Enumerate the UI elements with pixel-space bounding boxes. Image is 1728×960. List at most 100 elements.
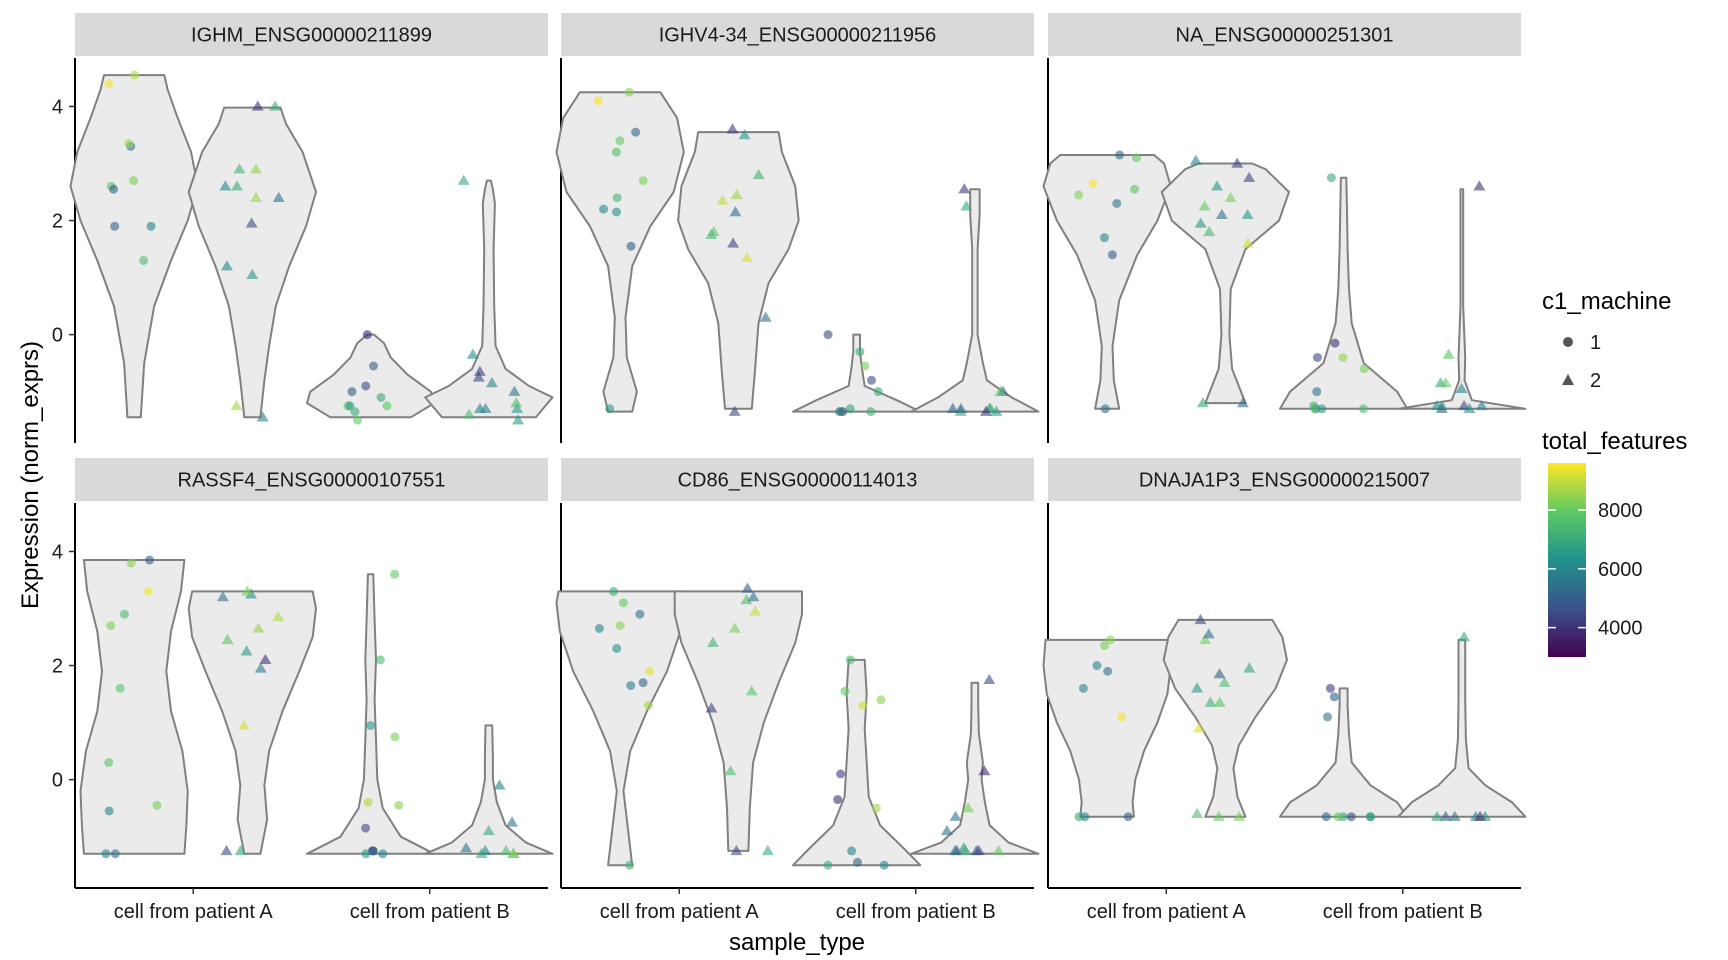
point-triangle [1213,696,1226,707]
point-triangle [1241,237,1254,248]
point-triangle [1439,377,1452,388]
colorbar-tick-label: 8000 [1598,500,1643,522]
point-triangle [705,702,718,713]
point-triangle [251,100,264,111]
point-triangle [230,399,243,411]
point-circle [823,860,833,870]
facet-panel: IGHV4-34_ENSG00000211956 [555,13,1040,443]
point-triangle [482,824,495,836]
point-circle [1099,641,1109,651]
point-circle [129,176,139,186]
violin [1162,618,1288,818]
point-triangle [245,217,258,228]
point-triangle [1189,154,1202,165]
point-circle [1123,812,1133,822]
violin [1160,162,1290,405]
point-circle [368,846,378,856]
point-triangle [738,129,751,140]
point-triangle [457,174,470,185]
point-circle [375,655,385,665]
point-triangle [747,591,760,602]
point-circle [104,806,114,816]
point-circle [366,720,376,730]
point-circle [1330,338,1340,348]
point-triangle [959,844,972,856]
point-triangle [220,844,233,856]
point-circle [390,732,400,742]
point-circle [638,176,648,186]
point-circle [110,849,120,859]
point-triangle [1243,662,1256,673]
point-triangle [1439,810,1452,821]
point-circle [612,643,622,653]
point-triangle [250,191,263,202]
point-triangle [511,402,524,413]
violin [910,681,1040,855]
point-triangle [506,816,519,827]
facet-title: IGHM_ENSG00000211899 [191,25,432,47]
point-triangle [724,765,737,776]
violin [187,590,317,855]
point-circle [1132,153,1142,163]
violin [1397,638,1527,818]
point-triangle [1243,171,1256,182]
point-circle [362,330,372,340]
point-circle [643,700,653,710]
violin [187,106,317,419]
point-circle [361,823,371,833]
point-triangle [1212,810,1225,821]
facet-strip [561,13,1034,56]
violin [555,91,685,413]
point-triangle [946,402,959,413]
legend-shape-label: 2 [1590,370,1601,392]
point-triangle [1202,628,1215,639]
point-triangle [759,311,772,322]
point-triangle [1203,225,1216,237]
point-triangle [237,719,250,730]
point-circle [638,678,648,688]
point-triangle [1191,682,1204,693]
point-circle [840,686,850,696]
facet-strip [561,458,1034,501]
point-circle [361,849,371,859]
violin [792,658,922,867]
point-triangle [730,188,743,200]
point-triangle [510,397,523,408]
point-circle [109,184,119,194]
point-triangle [749,605,762,616]
point-circle [624,87,634,97]
point-triangle [1431,810,1444,821]
point-circle [1312,387,1322,397]
point-circle [1323,712,1333,722]
point-triangle [220,260,233,271]
point-circle [852,857,862,867]
point-circle [609,586,619,596]
point-circle [631,127,641,137]
legend-shape-label: 1 [1590,332,1601,354]
legend-triangle [1562,374,1574,385]
point-circle [615,136,625,146]
colorbar-tick-label: 4000 [1598,618,1643,640]
point-triangle [960,200,973,211]
point-triangle [1241,208,1254,220]
point-triangle [1473,180,1486,191]
point-circle [143,586,153,596]
y-tick-label: 2 [52,211,63,233]
y-tick-label: 0 [52,325,63,347]
point-circle [1365,812,1375,822]
x-axis-title: sample_type [729,929,865,956]
violin [673,590,803,852]
point-circle [618,598,628,608]
point-circle [1074,190,1084,200]
point-triangle [1224,191,1237,202]
facet-panel: NA_ENSG00000251301 [1042,13,1527,443]
point-triangle [272,611,285,622]
point-triangle [508,385,521,396]
point-triangle [741,582,754,593]
point-circle [378,849,388,859]
point-triangle [752,168,765,180]
point-triangle [958,183,971,194]
point-circle [1088,178,1098,188]
point-circle [139,255,149,265]
colorbar [1548,463,1586,657]
